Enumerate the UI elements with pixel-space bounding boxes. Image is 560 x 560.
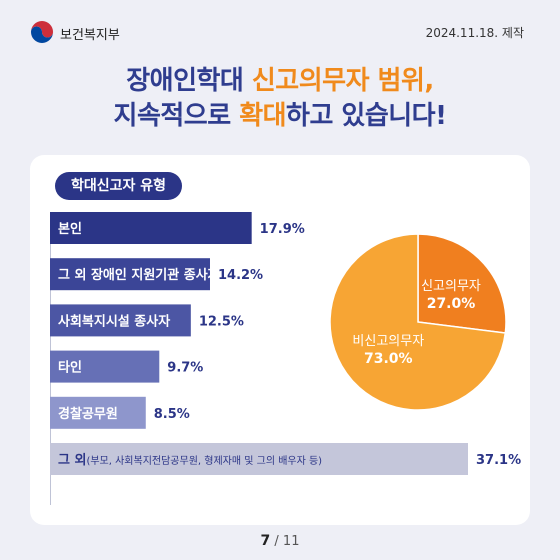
bar-label-5: 그 외(부모, 사회복지전담공무원, 형제자매 및 그의 배우자 등) (58, 452, 322, 468)
bar-0 (50, 212, 252, 244)
government-logo-icon (30, 20, 54, 44)
bar-1 (50, 258, 210, 291)
bar-4 (50, 396, 146, 429)
page-title-line2: 지속적으로 확대하고 있습니다! (113, 101, 447, 131)
header: 보건복지부 2024.11.18. 제작 (0, 0, 560, 60)
pie-slice-1 (329, 233, 507, 411)
bar-2 (50, 304, 191, 337)
pie-slice-value-0: 27.0% (427, 296, 476, 312)
section-label: 학대신고자 유형 (55, 172, 183, 200)
pie-slice-0 (417, 233, 507, 334)
bar-value-label-3: 9.7% (167, 361, 203, 376)
bar-label-0: 본인 (58, 221, 82, 237)
bar-label-3: 타인 (58, 360, 82, 376)
bar-value-label-4: 8.5% (154, 407, 190, 422)
bar-value-label-5: 37.1% (476, 453, 521, 468)
bar-label-1: 그 외 장애인 지원기관 종사자 (58, 267, 220, 283)
bar-3 (50, 350, 160, 383)
bar-value-label-2: 12.5% (199, 314, 244, 329)
bar-value-label-0: 17.9% (260, 222, 305, 237)
bar-value-label-1: 14.2% (218, 268, 263, 283)
bar-label-note-5: (부모, 사회복지전담공무원, 형제자매 및 그의 배우자 등) (86, 455, 322, 467)
page-indicator: 7 / 11 (260, 533, 300, 549)
org-name: 보건복지부 (60, 28, 120, 43)
page-title-line1: 장애인학대 신고의무자 범위, (126, 66, 434, 96)
bar-label-2: 사회복지시설 종사자 (58, 313, 170, 329)
bar-5 (50, 443, 468, 475)
pie-slice-label-1: 비신고의무자 (352, 334, 424, 349)
bar-label-4: 경찰공무원 (58, 406, 118, 422)
pie-slice-value-1: 73.0% (364, 351, 413, 367)
production-date: 2024.11.18. 제작 (425, 26, 524, 40)
pie-slice-label-0: 신고의무자 (421, 279, 481, 294)
